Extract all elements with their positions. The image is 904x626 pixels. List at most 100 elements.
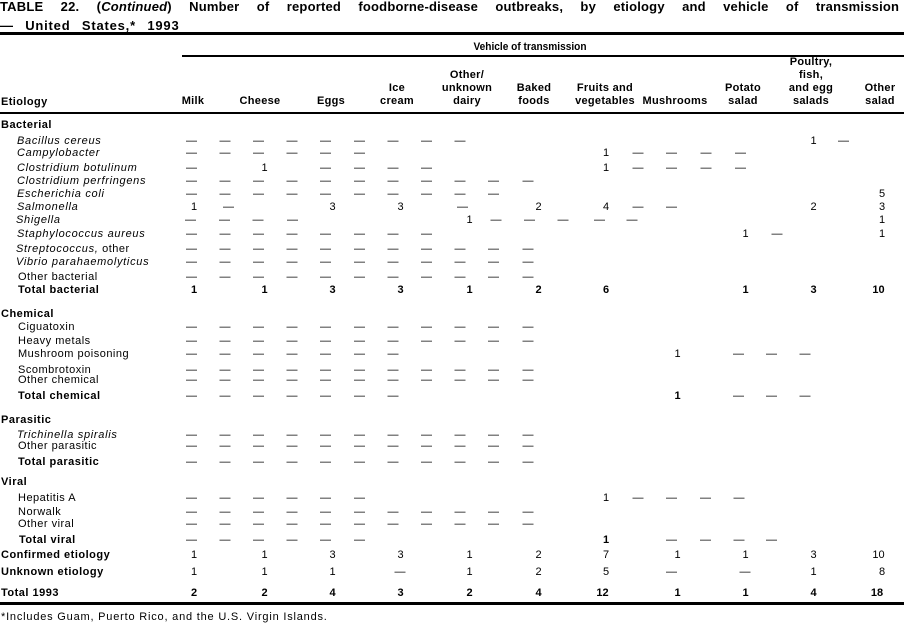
- row-label-text: Confirmed etiology: [1, 549, 111, 562]
- column-header-line: Other: [864, 82, 896, 94]
- table-cell: —: [387, 270, 399, 283]
- table-cell: —: [488, 320, 499, 333]
- table-cell: 4: [329, 587, 336, 599]
- table-cell: —: [387, 228, 399, 241]
- table-cell: 2: [261, 587, 268, 599]
- table-cell: —: [354, 228, 365, 241]
- row-label-text: Unknown etiology: [1, 566, 104, 578]
- table-cell: —: [186, 390, 197, 403]
- table-cell: —: [488, 363, 499, 376]
- table-cell: —: [733, 534, 745, 547]
- table-cell: —: [454, 363, 466, 376]
- row-label-text: Clostridium perfringens: [17, 175, 147, 188]
- row-label: Total parasitic: [18, 456, 99, 468]
- table-cell: —: [522, 428, 534, 441]
- table-cell: —: [421, 161, 432, 174]
- table-cell: —: [421, 440, 432, 452]
- table-cell: —: [387, 255, 399, 268]
- table-cell: —: [320, 455, 331, 468]
- table-cell: 3: [329, 201, 336, 214]
- title-rest: ) Number of reported foodborne-disease o…: [167, 0, 900, 14]
- table-cell: —: [320, 188, 331, 201]
- table-cell: —: [799, 390, 811, 403]
- table-cell: —: [186, 255, 197, 268]
- column-header-line: vegetables: [575, 95, 635, 107]
- table-cell: —: [253, 363, 264, 376]
- title-prefix: TABLE 22. (: [0, 0, 102, 14]
- row-label-text: Viral: [1, 476, 28, 489]
- table-cell: —: [387, 175, 399, 188]
- row-label-text: Bacterial: [1, 119, 52, 131]
- table-cell: —: [286, 492, 298, 505]
- table-cell: —: [354, 348, 365, 361]
- table-cell: 1: [466, 566, 473, 578]
- table-cell: —: [219, 440, 231, 452]
- column-header-line: salad: [865, 95, 895, 107]
- table-row-scombrotoxin: Scombrotoxin — — — — — — — — — — —: [0, 364, 904, 378]
- table-cell: —: [186, 518, 197, 531]
- table-cell: —: [185, 213, 196, 226]
- table-cell: —: [253, 373, 264, 386]
- table-cell: —: [219, 175, 231, 188]
- table-cell: 4: [602, 201, 610, 214]
- column-header-cheese: Cheese: [240, 95, 281, 108]
- table-cell: 1: [810, 566, 817, 578]
- table-cell: —: [421, 228, 432, 241]
- table-cell: 1: [674, 348, 681, 361]
- table-cell: —: [354, 505, 365, 518]
- row-label: Vibrio parahaemolyticus: [16, 256, 149, 268]
- table-cell: —: [253, 243, 264, 256]
- table-cell: —: [354, 492, 365, 505]
- row-label: Parasitic: [1, 414, 51, 426]
- table-cell: —: [454, 134, 466, 147]
- row-label-text: Mushroom poisoning: [18, 348, 130, 361]
- table-cell: —: [666, 161, 677, 174]
- table-cell: —: [219, 213, 230, 226]
- table-cell: —: [320, 440, 331, 452]
- table-cell: —: [186, 243, 197, 256]
- table-cell: —: [354, 373, 365, 386]
- table-cell: —: [766, 348, 777, 361]
- table-cell: —: [253, 147, 264, 160]
- table-cell: —: [387, 134, 399, 147]
- table-cell: 2: [535, 201, 542, 214]
- table-cell: —: [387, 363, 399, 376]
- table-cell: —: [320, 228, 331, 241]
- table-row-other-viral: Other viral — — — — — — — — — — —: [0, 518, 904, 532]
- table-cell: —: [286, 334, 298, 347]
- table-cell: —: [421, 363, 432, 376]
- table-cell: —: [186, 348, 197, 361]
- table-cell: —: [320, 320, 331, 333]
- table-cell: —: [454, 270, 466, 283]
- table-cell: —: [387, 320, 399, 333]
- table-cell: 3: [397, 201, 404, 214]
- table-row-unknown-etiology: Unknown etiology 1 1 1 — 1 2 5 — — 1 8: [0, 566, 904, 580]
- table-cell: —: [522, 440, 534, 452]
- column-header-line: Fruits and: [576, 82, 634, 94]
- table-cell: 4: [810, 587, 817, 599]
- table-cell: —: [186, 175, 197, 188]
- table-cell: —: [253, 390, 264, 403]
- table-cell: —: [286, 134, 298, 147]
- table-cell: —: [421, 518, 432, 531]
- row-label: Other chemical: [18, 374, 99, 386]
- column-header-line: unknown: [441, 82, 493, 94]
- header-rule: [0, 111, 904, 115]
- table-cell: —: [488, 188, 499, 201]
- table-cell: —: [421, 134, 432, 147]
- table-cell: —: [253, 440, 264, 452]
- table-cell: —: [799, 348, 811, 361]
- table-cell: —: [320, 505, 331, 518]
- table-cell: —: [387, 161, 399, 174]
- table-cell: —: [253, 334, 264, 347]
- column-header-line: Cheese: [239, 95, 281, 107]
- row-label-text: Campylobacter: [17, 147, 101, 160]
- table-cell: —: [454, 505, 466, 518]
- table-cell: —: [286, 228, 298, 241]
- table-cell: 3: [810, 283, 817, 296]
- table-cell: —: [286, 188, 298, 201]
- table-row-clostridium-perfringens: Clostridium perfringens — — — — — — — — — — —: [0, 175, 904, 189]
- table-cell: 3: [397, 283, 404, 296]
- table-cell: 18: [870, 587, 884, 599]
- row-label: Clostridium perfringens: [17, 175, 146, 187]
